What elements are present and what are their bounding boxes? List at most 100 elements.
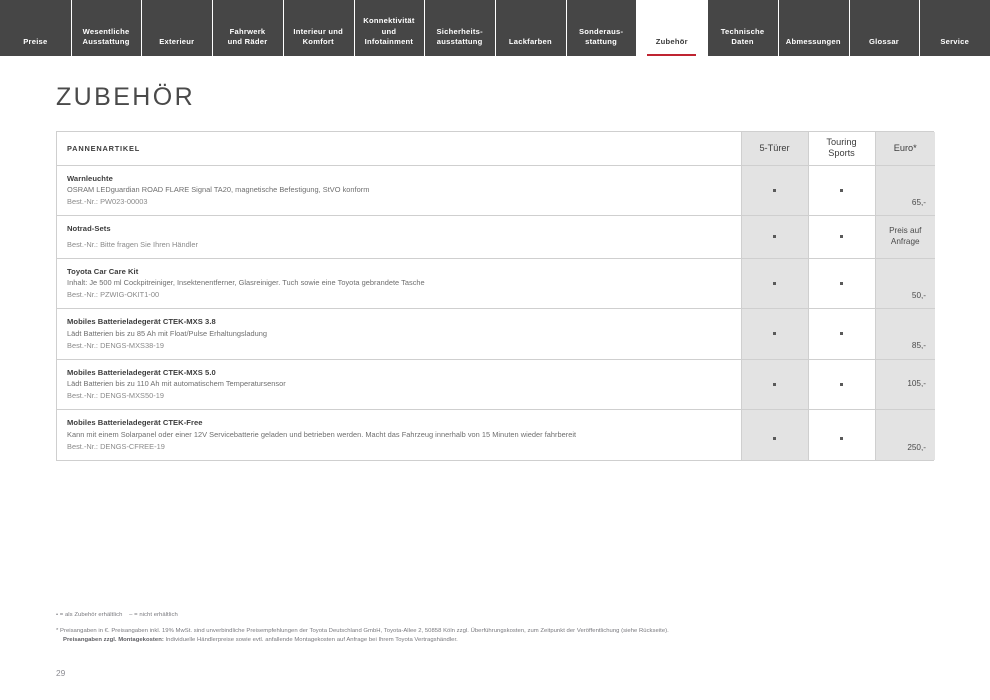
nav-tab-label: Abmessungen (785, 36, 841, 46)
bullet-dot-icon (840, 382, 843, 386)
table-row: Mobiles Batterieladegerät CTEK-MXS 3.8 L… (57, 308, 935, 360)
availability-touring-sports (807, 257, 875, 309)
nav-tab-exterieur[interactable]: Exterieur (141, 0, 213, 56)
footnotes-block: • = als Zubehör erhältlich – = nicht erh… (56, 611, 936, 646)
table-row: Notrad-Sets Best.-Nr.: Bitte fragen Sie … (57, 215, 935, 259)
nav-tab-service[interactable]: Service (919, 0, 990, 56)
nav-tab-label: Sicherheits- ausstattung (436, 26, 483, 46)
nav-tab-abmessungen[interactable]: Abmessungen (777, 0, 849, 56)
product-order-number: Best.-Nr.: PW023-00003 (67, 197, 148, 206)
section-navigation-bar: Preise Wesentliche Ausstattung Exterieur… (0, 0, 990, 56)
product-name: Mobiles Batterieladegerät CTEK-Free (67, 418, 203, 428)
nav-tab-interieur-und-komfort[interactable]: Interieur und Komfort (282, 0, 354, 56)
column-header-5-tuerer: 5-Türer (740, 132, 808, 166)
row-description: Toyota Car Care Kit Inhalt: Je 500 ml Co… (57, 257, 741, 309)
product-order-number: Best.-Nr.: DENGS-CFREE-19 (67, 441, 165, 451)
nav-tab-sonderausstattung[interactable]: Sonderaus- stattung (565, 0, 637, 56)
product-detail: Lädt Batterien bis zu 85 Ah mit Float/Pu… (67, 328, 268, 338)
nav-tab-label: Zubehör (655, 36, 688, 46)
price-value: Preis auf Anfrage (874, 215, 935, 259)
availability-5-tuerer (740, 308, 808, 360)
footnote-mounting-text: Individuelle Händlerpreise sowie evtl. a… (163, 637, 458, 644)
availability-5-tuerer (740, 165, 808, 216)
row-description: Mobiles Batterieladegerät CTEK-MXS 5.0 L… (57, 358, 741, 410)
nav-tab-label: Preise (23, 36, 48, 46)
bullet-dot-icon (773, 437, 776, 441)
availability-touring-sports (807, 409, 875, 461)
nav-tab-lackfarben[interactable]: Lackfarben (495, 0, 566, 56)
row-description: Mobiles Batterieladegerät CTEK-Free Kann… (57, 409, 741, 461)
availability-5-tuerer (740, 257, 808, 309)
bullet-dot-icon (840, 235, 843, 239)
bullet-dot-icon (773, 235, 776, 239)
table-row: Mobiles Batterieladegerät CTEK-MXS 5.0 L… (57, 358, 935, 410)
nav-tab-zubehoer[interactable]: Zubehör (636, 0, 708, 56)
product-name: Warnleuchte (67, 173, 113, 183)
bullet-dot-icon (773, 332, 776, 336)
price-value: 85,- (874, 308, 935, 360)
footnote-mounting-label: Preisangaben zzgl. Montagekosten: (63, 637, 164, 644)
price-value: 65,- (874, 165, 935, 216)
nav-tab-wesentliche-ausstattung[interactable]: Wesentliche Ausstattung (70, 0, 142, 56)
product-order-number: Best.-Nr.: DENGS-MXS38-19 (67, 340, 165, 350)
bullet-dot-icon (840, 188, 843, 192)
footnote-legend: • = als Zubehör erhältlich – = nicht erh… (56, 612, 178, 618)
column-header-euro: Euro* (874, 132, 935, 166)
footnote-price-note: * Preisangaben in €. Preisangaben inkl. … (56, 627, 669, 634)
product-order-number: Best.-Nr.: DENGS-MXS50-19 (67, 391, 165, 401)
nav-tab-label: Exterieur (159, 36, 195, 46)
nav-tab-label: Interieur und Komfort (293, 26, 344, 46)
nav-tab-label: Sonderaus- stattung (578, 26, 624, 46)
nav-tab-label: Technische Daten (720, 26, 765, 46)
table-header-row: PANNENARTIKEL 5-Türer Touring Sports Eur… (57, 132, 935, 166)
product-order-number: Best.-Nr.: PZWIG-OKIT1-00 (67, 290, 160, 300)
product-detail: Inhalt: Je 500 ml Cockpitreiniger, Insek… (67, 278, 425, 287)
bullet-dot-icon (773, 281, 776, 285)
bullet-dot-icon (840, 281, 843, 285)
product-name: Mobiles Batterieladegerät CTEK-MXS 5.0 (67, 367, 216, 377)
nav-tab-label: Fahrwerk und Räder (227, 26, 268, 46)
availability-touring-sports (807, 358, 875, 410)
nav-tab-fahrwerk-und-raeder[interactable]: Fahrwerk und Räder (212, 0, 283, 56)
row-description: Warnleuchte OSRAM LEDguardian ROAD FLARE… (57, 165, 741, 216)
availability-5-tuerer (740, 409, 808, 461)
product-name: Notrad-Sets (67, 224, 111, 234)
page-number: 29 (56, 668, 66, 678)
bullet-dot-icon (840, 332, 843, 336)
table-row: Warnleuchte OSRAM LEDguardian ROAD FLARE… (57, 165, 935, 216)
table-body: Warnleuchte OSRAM LEDguardian ROAD FLARE… (57, 165, 935, 461)
nav-tab-glossar[interactable]: Glossar (848, 0, 920, 56)
column-header-touring-sports: Touring Sports (807, 132, 875, 166)
table-head: PANNENARTIKEL 5-Türer Touring Sports Eur… (57, 132, 935, 166)
nav-tab-konnektivitaet-und-infotainment[interactable]: Konnektivität und Infotainment (353, 0, 425, 56)
nav-tab-label: Wesentliche Ausstattung (82, 26, 130, 46)
table-row: Toyota Car Care Kit Inhalt: Je 500 ml Co… (57, 257, 935, 309)
nav-tab-label: Lackfarben (508, 36, 552, 46)
accessories-table: PANNENARTIKEL 5-Türer Touring Sports Eur… (57, 132, 935, 461)
availability-touring-sports (807, 165, 875, 216)
availability-touring-sports (807, 308, 875, 360)
availability-5-tuerer (740, 215, 808, 259)
nav-tab-label: Konnektivität und Infotainment (363, 16, 415, 46)
bullet-dot-icon (773, 382, 776, 386)
row-description: Notrad-Sets Best.-Nr.: Bitte fragen Sie … (57, 215, 741, 259)
page-title: ZUBEHÖR (56, 83, 196, 111)
nav-tab-label: Service (940, 36, 970, 46)
price-value: 50,- (874, 257, 935, 309)
product-detail: Kann mit einem Solarpanel oder einer 12V… (67, 429, 577, 439)
product-order-number: Best.-Nr.: Bitte fragen Sie Ihren Händle… (67, 239, 199, 249)
price-value: 105,- (874, 358, 935, 410)
product-detail: OSRAM LEDguardian ROAD FLARE Signal TA20… (67, 184, 370, 194)
footnote-mounting-note: Preisangaben zzgl. Montagekosten: Indivi… (56, 636, 936, 645)
product-detail: Lädt Batterien bis zu 110 Ah mit automat… (67, 379, 286, 389)
product-name: Mobiles Batterieladegerät CTEK-MXS 3.8 (67, 317, 216, 327)
price-value: 250,- (874, 409, 935, 461)
nav-tab-technische-daten[interactable]: Technische Daten (707, 0, 778, 56)
availability-5-tuerer (740, 358, 808, 410)
accessories-table-container: PANNENARTIKEL 5-Türer Touring Sports Eur… (56, 131, 935, 462)
nav-tab-sicherheitsausstattung[interactable]: Sicherheits- ausstattung (424, 0, 496, 56)
bullet-dot-icon (773, 188, 776, 192)
table-row: Mobiles Batterieladegerät CTEK-Free Kann… (57, 409, 935, 461)
row-description: Mobiles Batterieladegerät CTEK-MXS 3.8 L… (57, 308, 741, 360)
nav-tab-preise[interactable]: Preise (0, 0, 71, 56)
